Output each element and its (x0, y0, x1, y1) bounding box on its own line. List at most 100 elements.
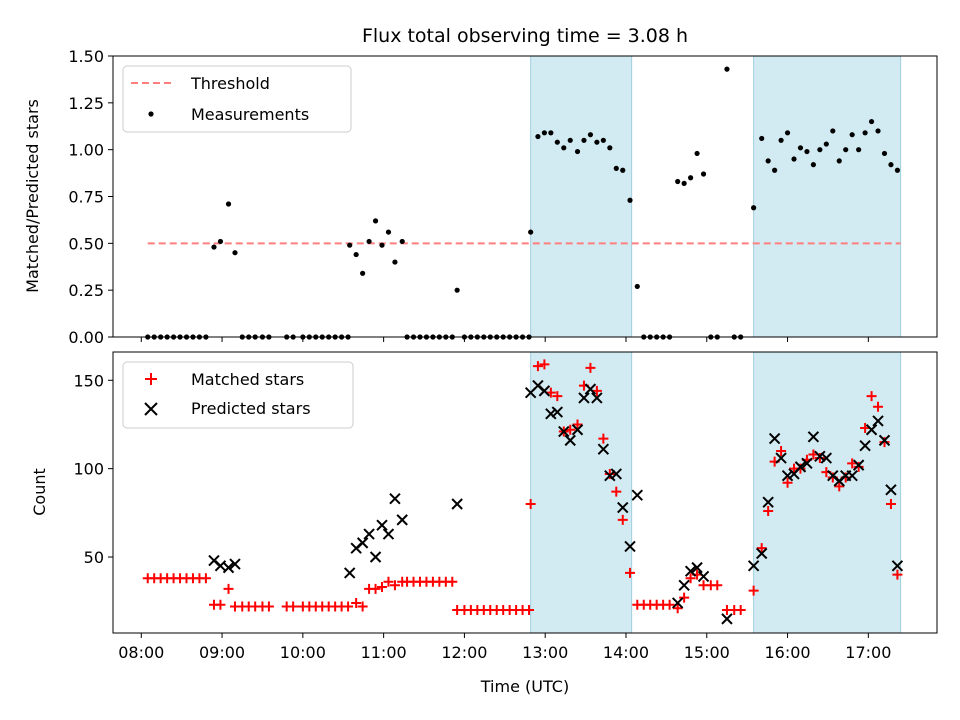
matched-star-point (748, 585, 759, 596)
measurement-point (836, 158, 842, 164)
predicted-star-point (451, 498, 463, 510)
legend-measurements-swatch (148, 111, 154, 117)
measurement-point (399, 238, 405, 245)
legend-predicted-label: Predicted stars (191, 399, 311, 418)
matched-star-point (288, 601, 299, 612)
shaded-region-1 (530, 55, 633, 338)
shaded-region-2 (753, 55, 902, 338)
matched-star-point (672, 603, 683, 614)
matched-star-point (604, 468, 615, 479)
measurement-point (724, 66, 730, 72)
measurement-point (360, 270, 366, 276)
y-tick-label: 1.25 (68, 94, 104, 113)
matched-star-point (712, 580, 723, 591)
x-tick-label: 13:00 (522, 643, 568, 662)
matched-star-point (763, 506, 774, 517)
matched-star-point (685, 573, 696, 584)
matched-star-point (263, 601, 274, 612)
matched-star-point (357, 601, 368, 612)
predicted-star-point (820, 452, 833, 464)
x-tick-label: 12:00 (441, 643, 487, 662)
measurement-point (875, 128, 881, 134)
matched-star-points (142, 359, 903, 616)
predicted-star-point (865, 424, 878, 436)
measurement-point (574, 148, 581, 155)
predicted-star-point (768, 432, 781, 445)
measurement-point (817, 147, 823, 153)
matched-star-point (664, 599, 675, 610)
matched-star-point (853, 461, 864, 472)
matched-star-point (525, 498, 536, 509)
predicted-star-point (591, 392, 603, 404)
x-axis-label: Time (UTC) (480, 677, 569, 696)
matched-star-point (200, 573, 211, 584)
measurement-point (554, 139, 560, 145)
x-tick-label: 08:00 (118, 643, 164, 662)
predicted-star-point (807, 431, 820, 443)
predicted-star-point (356, 537, 369, 549)
measurement-point (772, 167, 778, 173)
matched-star-point (343, 601, 354, 612)
measurement-point (385, 229, 392, 235)
predicted-star-point (229, 558, 241, 570)
bottom-axes-frame (112, 351, 938, 634)
matched-star-point (585, 362, 596, 373)
predicted-star-point (747, 560, 760, 572)
predicted-star-point (571, 424, 584, 436)
matched-star-point (834, 481, 845, 492)
matched-star-point (215, 599, 226, 610)
bottom-x-ticks: 08:00 09:00 10:00 11:00 12:00 13:00 14:00 15:00… (118, 633, 891, 662)
top-y-axis-label: Matched/Predicted stars (23, 99, 42, 293)
predicted-star-point (363, 528, 375, 540)
matched-star-point (351, 597, 362, 608)
legend-predicted-swatch (144, 402, 158, 416)
measurement-point (528, 229, 534, 235)
top-legend-box (122, 65, 352, 133)
matched-star-point (756, 543, 767, 554)
measurement-point (675, 178, 681, 185)
measurement-point (784, 130, 791, 136)
matched-star-point (879, 437, 890, 448)
predicted-star-point (222, 561, 235, 574)
y-tick-label: 1.00 (68, 141, 104, 160)
predicted-star-point (801, 457, 813, 470)
measurement-point (700, 171, 707, 177)
predicted-star-point (885, 484, 897, 496)
predicted-star-point (691, 561, 703, 574)
predicted-star-point (678, 579, 690, 591)
matched-star-point (389, 580, 400, 591)
predicted-star-point (697, 570, 710, 583)
measurement-point (868, 118, 875, 125)
measurement-point (366, 238, 372, 245)
measurement-point (862, 130, 868, 136)
predicted-star-point (872, 415, 884, 427)
predicted-star-point (721, 613, 733, 625)
predicted-star-point (545, 408, 557, 420)
predicted-star-point (584, 383, 597, 395)
legend-threshold-label: Threshold (190, 74, 270, 93)
measurement-point (600, 137, 606, 143)
matched-star-point (782, 477, 793, 488)
bottom-panel: 50 100 150 08:00 09:00 10:00 11:00 12:00 13:00 1… (30, 351, 938, 696)
measurement-point (217, 238, 224, 245)
predicted-star-point (376, 519, 388, 531)
x-tick-label: 09:00 (199, 643, 245, 662)
measurement-point (830, 128, 836, 134)
measurement-point (561, 145, 567, 151)
predicted-star-point (671, 597, 684, 609)
matched-star-point (679, 592, 690, 603)
measurement-point (347, 242, 353, 248)
measurement-point (372, 218, 379, 224)
predicted-star-point (781, 470, 794, 482)
matched-star-point (370, 583, 381, 594)
measurement-point (211, 244, 217, 250)
measurement-point (454, 287, 460, 293)
measurement-point (548, 130, 554, 136)
x-tick-label: 11:00 (361, 643, 407, 662)
measurement-point (392, 259, 398, 265)
measurement-point (541, 130, 547, 136)
measurement-point (581, 137, 587, 143)
predicted-star-point (794, 461, 807, 473)
measurement-point (823, 141, 829, 147)
matched-star-point (885, 498, 896, 509)
